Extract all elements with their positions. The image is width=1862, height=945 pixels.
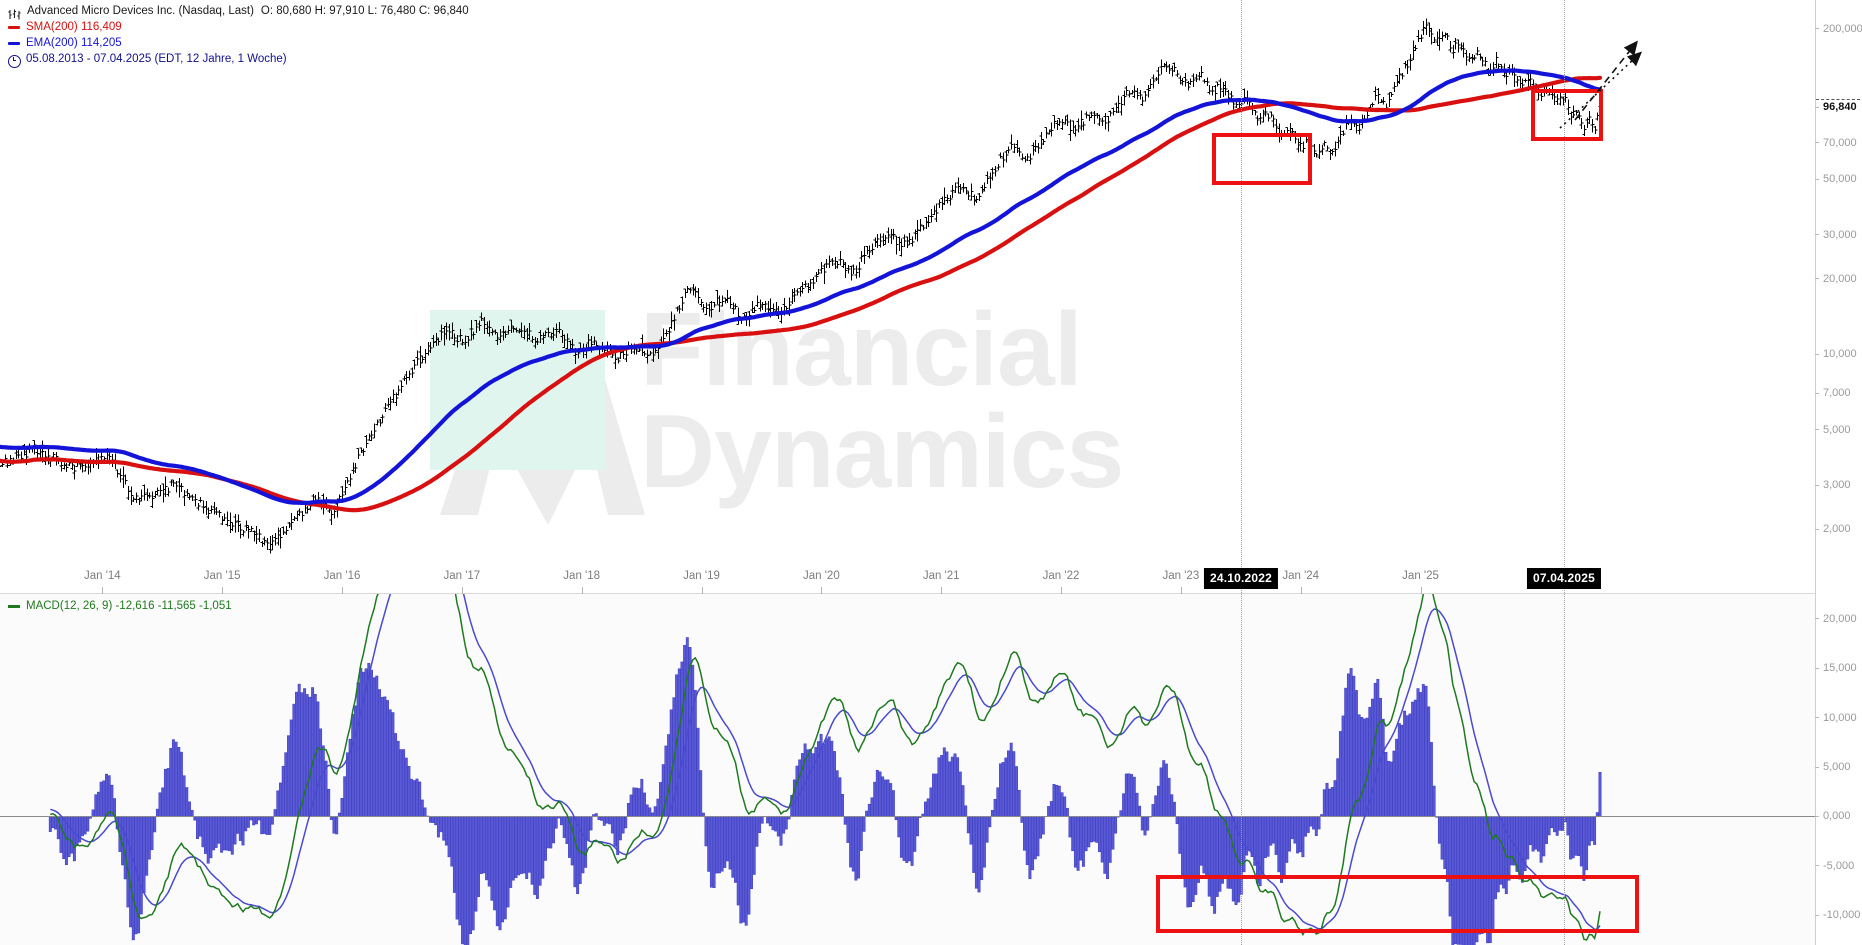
time-axis-label: Jan '18: [563, 570, 601, 582]
time-axis-tick: [1061, 587, 1063, 594]
chart-legend: Advanced Micro Devices Inc. (Nasdaq, Las…: [0, 0, 469, 68]
macd-plot: [0, 594, 1815, 945]
red-box-macd-oversold: [1156, 875, 1639, 933]
clock-icon: [8, 54, 21, 68]
macd-signal-line: [50, 594, 1601, 931]
date-range-label: 05.08.2013 - 07.04.2025 (EDT, 12 Jahre, …: [26, 53, 287, 65]
crosshair-line-24-10-2022: [1241, 0, 1242, 945]
time-axis-label: Jan '17: [443, 570, 481, 582]
time-axis-date-marker[interactable]: 07.04.2025: [1526, 568, 1602, 589]
time-axis-label: Jan '14: [83, 570, 121, 582]
time-axis-tick: [1180, 587, 1182, 594]
time-axis-label: Jan '25: [1402, 570, 1439, 582]
time-axis-tick: [342, 587, 343, 594]
price-axis-tick: 50,000: [1815, 173, 1857, 186]
macd-axis-tick: 15,000: [1815, 662, 1857, 675]
time-axis[interactable]: Jan '14 Jan '15 Jan '16 Jan '17 Jan '18 Jan '…: [0, 568, 1815, 594]
ema-200-line: [0, 68, 1603, 505]
ohlc-bars-icon: [8, 7, 21, 19]
time-axis-label: Jan '20: [802, 570, 840, 582]
macd-axis-tick: 5,000: [1815, 761, 1851, 774]
macd-axis-tick: 0,000: [1815, 810, 1851, 823]
time-axis-label: Jan '15: [203, 570, 241, 582]
time-axis-label: Jan '23: [1162, 570, 1200, 582]
time-axis-tick: [222, 587, 224, 594]
price-axis-tick: 3,000: [1815, 479, 1851, 492]
right-value-axis[interactable]: 200,000 70,000 50,000 30,000 20,000 10,000 7,0…: [1815, 0, 1862, 945]
time-axis-tick: [461, 587, 463, 594]
sma-200-line: [0, 75, 1603, 513]
macd-color-swatch: [8, 604, 20, 608]
price-axis-tick: 5,000: [1815, 423, 1851, 436]
legend-instrument-row[interactable]: Advanced Micro Devices Inc. (Nasdaq, Las…: [8, 4, 469, 19]
instrument-name: Advanced Micro Devices Inc. (Nasdaq, Las…: [27, 5, 254, 17]
macd-line: [50, 594, 1601, 941]
ohlc-values: O: 80,680 H: 97,910 L: 76,480 C: 96,840: [260, 5, 469, 17]
price-axis-tick: 7,000: [1815, 387, 1851, 400]
macd-histogram-series: [48, 637, 1602, 945]
time-axis-label: Jan '19: [683, 570, 720, 582]
price-plot: [0, 18, 1603, 554]
legend-ema-row[interactable]: EMA(200) 114,205: [8, 36, 469, 50]
time-axis-tick: [1300, 587, 1302, 594]
price-axis-tick: 30,000: [1815, 228, 1857, 241]
ema-color-swatch: [8, 41, 20, 45]
time-axis-date-marker[interactable]: 24.10.2022: [1203, 568, 1279, 589]
legend-range-row[interactable]: 05.08.2013 - 07.04.2025 (EDT, 12 Jahre, …: [8, 52, 469, 68]
ohlc-bar-series: [0, 18, 1603, 554]
macd-axis-tick: -5,000: [1815, 859, 1854, 872]
legend-sma-row[interactable]: SMA(200) 116,409: [8, 20, 469, 34]
sma-color-swatch: [8, 25, 20, 29]
macd-axis-tick: -10,000: [1815, 909, 1860, 922]
time-axis-tick: [941, 587, 943, 594]
macd-axis-tick: 10,000: [1815, 711, 1857, 724]
time-axis-label: Jan '16: [323, 570, 361, 582]
price-axis-tick: 70,000: [1815, 136, 1857, 149]
time-axis-tick: [821, 587, 823, 594]
axis-divider: [1815, 0, 1816, 945]
price-axis-tick: 200,000: [1815, 22, 1862, 35]
price-axis-tick: 20,000: [1815, 272, 1857, 285]
price-axis-tick: 10,000: [1815, 348, 1857, 361]
red-box-oct-2022: [1212, 133, 1312, 185]
macd-label: MACD(12, 26, 9) -12,616 -11,565 -1,051: [26, 600, 232, 612]
macd-axis-tick: 20,000: [1815, 612, 1857, 625]
macd-legend[interactable]: MACD(12, 26, 9) -12,616 -11,565 -1,051: [8, 600, 232, 612]
time-axis-label: Jan '21: [922, 570, 960, 582]
current-price-dashed-line: [1816, 99, 1860, 101]
red-box-apr-2025: [1531, 89, 1603, 141]
time-axis-tick: [581, 587, 583, 594]
price-chart-pane[interactable]: [0, 0, 1815, 568]
time-axis-tick: [1420, 587, 1422, 594]
time-axis-label: Jan '22: [1042, 570, 1080, 582]
time-axis-tick: [102, 587, 104, 594]
current-price-tick[interactable]: 96,840: [1815, 101, 1857, 114]
sma-label: SMA(200) 116,409: [26, 21, 122, 33]
time-axis-baseline: [0, 593, 1815, 594]
time-axis-label: Jan '24: [1282, 570, 1320, 582]
crosshair-line-07-04-2025: [1564, 0, 1565, 945]
time-axis-tick: [701, 587, 703, 594]
macd-chart-pane[interactable]: [0, 594, 1815, 945]
ema-label: EMA(200) 114,205: [26, 37, 122, 49]
price-axis-tick: 2,000: [1815, 523, 1851, 536]
